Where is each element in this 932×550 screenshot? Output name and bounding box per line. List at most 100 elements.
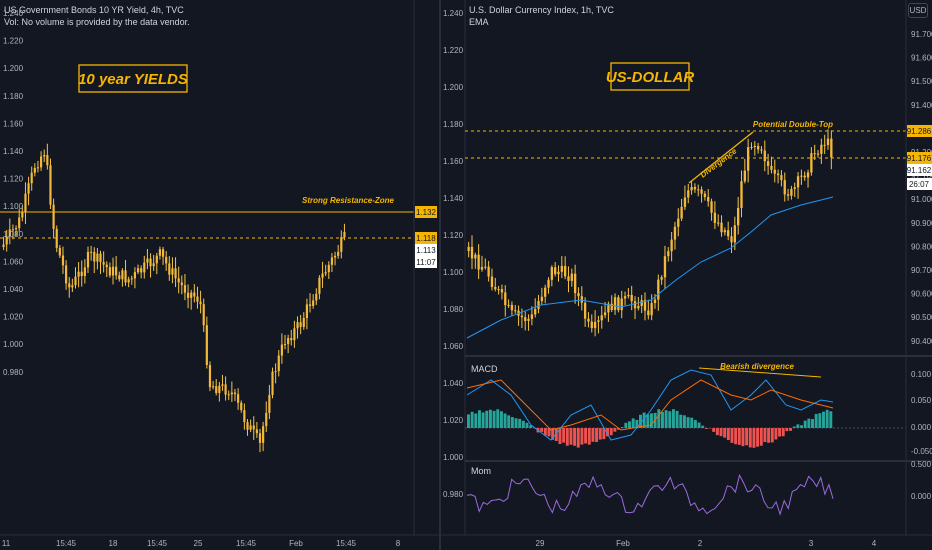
candle-body: [327, 264, 330, 273]
ema-line: [466, 196, 834, 339]
right-chart-canvas[interactable]: 1.240 1.220 1.200 1.180 1.160 1.140 1.120 1.100…: [441, 0, 932, 550]
candle-body: [190, 292, 193, 298]
x-tick-label: 4: [872, 539, 877, 548]
pane-divider[interactable]: [439, 0, 441, 550]
y-tick-label: 91.000: [911, 195, 932, 204]
macd-hist-bar: [628, 421, 631, 428]
candle-body: [221, 384, 224, 386]
y-tick-label: 1.200: [443, 83, 464, 92]
right-x-axis[interactable]: 29 Feb 2 3 4: [536, 539, 877, 548]
price-label-last: [415, 244, 437, 256]
macd-hist-bar: [789, 428, 793, 431]
candle-body: [118, 275, 121, 280]
left-y-axis[interactable]: 1.240 1.220 1.200 1.180 1.160 1.140 1.120 1.100…: [3, 9, 24, 377]
price-label-last-text: 1.113: [416, 246, 436, 255]
y-tick-label: 0.980: [3, 368, 24, 377]
left-x-axis[interactable]: 11 15:45 18 15:45 25 15:45 Feb 15:45 8: [2, 539, 401, 548]
candle-body: [587, 318, 590, 322]
candle-body: [540, 296, 544, 302]
macd-tick-label: -0.050: [911, 447, 932, 456]
macd-hist-bar: [503, 413, 507, 428]
macd-hist-bar: [598, 428, 602, 440]
candle-body: [8, 229, 11, 237]
y-tick-label: 1.040: [443, 379, 464, 388]
y-tick-label: 1.100: [443, 268, 464, 277]
left-chart-canvas[interactable]: 10 year YIELDS Strong Resistance-Zone 1.…: [0, 0, 439, 550]
right-chart-pane[interactable]: U.S. Dollar Currency Index, 1h, TVC EMA …: [441, 0, 932, 550]
right-annotation-text: US-DOLLAR: [606, 69, 694, 86]
macd-hist-bar: [803, 420, 807, 428]
candle-body: [753, 145, 756, 148]
candle-body: [130, 278, 133, 280]
candle-body: [61, 255, 65, 266]
candle-body: [823, 144, 826, 146]
macd-hist-bar: [485, 410, 489, 428]
price-label-last-usd-text: 91.162: [907, 166, 932, 175]
candle-body: [683, 197, 687, 207]
macd-hist-bar: [613, 428, 617, 432]
macd-hist-bar: [671, 409, 675, 428]
mom-y-axis[interactable]: 0.500 0.000: [911, 460, 932, 501]
macd-hist-bar: [697, 422, 701, 428]
macd-hist-bar: [734, 428, 738, 445]
macd-hist-bar: [756, 428, 760, 447]
macd-line: [466, 369, 834, 441]
y-tick-label: 1.120: [3, 175, 24, 184]
candle-body: [277, 355, 280, 372]
macd-y-axis[interactable]: 0.100 0.050 0.000 -0.050: [911, 370, 932, 456]
candle-body: [158, 249, 162, 256]
candle-body: [340, 237, 343, 252]
macd-hist-bar: [763, 428, 767, 443]
candle-body: [271, 371, 274, 395]
candle-body: [324, 272, 327, 274]
candle-body: [633, 301, 637, 309]
macd-hist-bar: [547, 428, 551, 437]
candle-body: [205, 325, 208, 365]
macd-hist-bar: [650, 413, 653, 428]
macd-hist-bar: [778, 428, 782, 437]
candle-body: [174, 268, 177, 279]
macd-tick-label: 0.100: [911, 370, 932, 379]
candle-body: [230, 392, 233, 395]
macd-hist-bar: [829, 411, 833, 428]
macd-hist-bar: [617, 428, 620, 430]
y-tick-label: 91.100: [911, 172, 932, 181]
candle-body: [733, 225, 737, 243]
candle-body: [308, 304, 312, 306]
left-chart-pane[interactable]: US Government Bonds 10 YR Yield, 4h, TVC…: [0, 0, 439, 550]
y-tick-label: 0.980: [443, 490, 464, 499]
macd-hist-bar: [796, 424, 800, 428]
candle-body: [124, 270, 127, 283]
macd-hist-bar: [712, 428, 716, 432]
candle-body: [727, 230, 730, 237]
candle-body: [224, 384, 227, 395]
candle-body: [703, 193, 707, 197]
candle-body: [780, 175, 783, 181]
macd-hist-bar: [565, 428, 569, 446]
candle-body: [573, 273, 577, 294]
candle-body: [527, 318, 530, 321]
candle-body: [208, 364, 212, 388]
divergence-trendline: [688, 131, 754, 184]
candle-body: [653, 299, 657, 304]
x-tick-label: 8: [396, 539, 401, 548]
candle-body: [763, 150, 766, 162]
currency-button[interactable]: USD: [908, 3, 928, 18]
candle-body: [77, 271, 80, 277]
resistance-zone-label: Strong Resistance-Zone: [302, 196, 395, 205]
macd-signal-line: [466, 379, 834, 431]
candle-body: [240, 402, 243, 411]
candle-body: [218, 385, 221, 393]
candle-body: [490, 276, 494, 288]
y-tick-label: 1.220: [443, 46, 464, 55]
macd-hist-bar: [470, 411, 474, 428]
macd-hist-bar: [679, 414, 683, 428]
macd-hist-bar: [639, 414, 642, 428]
double-top-label: Potential Double-Top: [753, 120, 833, 129]
candle-body: [302, 318, 305, 327]
candle-body: [630, 294, 633, 302]
candle-body: [318, 277, 321, 294]
candle-body: [199, 301, 202, 305]
macd-hist-bar: [726, 428, 730, 441]
candle-body: [687, 190, 690, 198]
